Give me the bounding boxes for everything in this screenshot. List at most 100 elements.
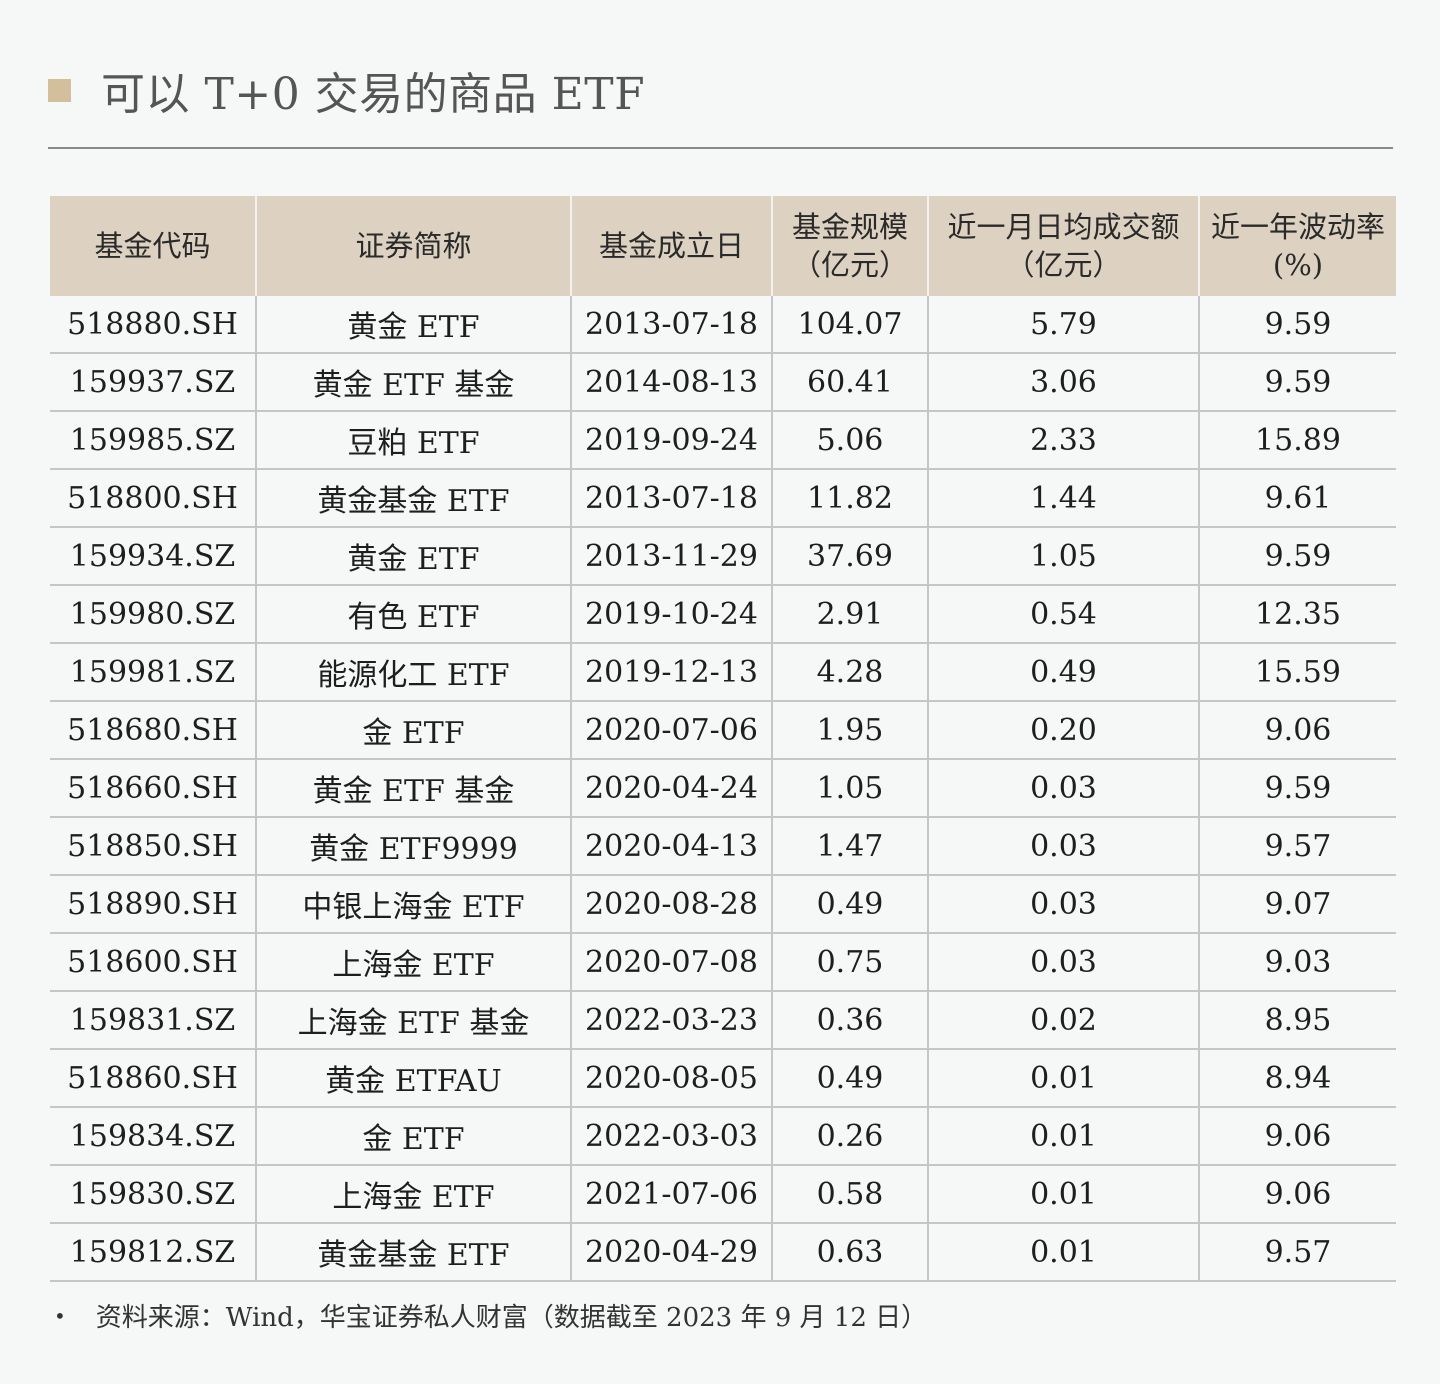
cell-avg-daily-turnover: 1.44 bbox=[927, 468, 1199, 527]
cell-fund-code: 518680.SH bbox=[50, 700, 256, 759]
cell-inception-date: 2013-07-18 bbox=[570, 296, 772, 353]
table-row: 518860.SH 黄金 ETFAU 2020-08-05 0.49 0.01 8.94 bbox=[50, 1048, 1396, 1107]
cell-annual-volatility: 8.95 bbox=[1198, 990, 1396, 1049]
column-header-unit: （亿元） bbox=[1005, 248, 1122, 282]
cell-inception-date: 2013-07-18 bbox=[570, 468, 772, 527]
table-row: 518800.SH 黄金基金 ETF 2013-07-18 11.82 1.44 9.61 bbox=[50, 468, 1396, 527]
cell-inception-date: 2020-04-24 bbox=[570, 758, 772, 817]
cell-avg-daily-turnover: 0.01 bbox=[927, 1048, 1199, 1107]
column-header-avg-daily-turnover: 近一月日均成交额 （亿元） bbox=[927, 196, 1199, 296]
cell-annual-volatility: 9.59 bbox=[1198, 526, 1396, 585]
table-header-row: 基金代码 证券简称 基金成立日 基金规模 （亿元） 近一月日均成交额 （亿元） 近一年波动率 (… bbox=[50, 196, 1396, 296]
cell-fund-size: 0.49 bbox=[771, 1048, 928, 1107]
bullet-icon: • bbox=[54, 1303, 66, 1328]
cell-annual-volatility: 9.06 bbox=[1198, 700, 1396, 759]
column-header-security-name: 证券简称 bbox=[255, 196, 571, 296]
cell-fund-code: 159937.SZ bbox=[50, 352, 256, 411]
cell-security-name: 能源化工 ETF bbox=[255, 642, 571, 701]
column-header-unit: （亿元） bbox=[791, 248, 908, 282]
cell-fund-size: 2.91 bbox=[771, 584, 928, 643]
cell-annual-volatility: 9.06 bbox=[1198, 1164, 1396, 1223]
cell-security-name: 黄金 ETF9999 bbox=[255, 816, 571, 875]
cell-security-name: 上海金 ETF bbox=[255, 1164, 571, 1223]
cell-inception-date: 2019-09-24 bbox=[570, 410, 772, 469]
cell-security-name: 黄金 ETF bbox=[255, 296, 571, 353]
cell-fund-code: 159981.SZ bbox=[50, 642, 256, 701]
table-body: 518880.SH 黄金 ETF 2013-07-18 104.07 5.79 9.59 1… bbox=[50, 296, 1396, 1282]
table-row: 518660.SH 黄金 ETF 基金 2020-04-24 1.05 0.03 9.59 bbox=[50, 758, 1396, 817]
cell-annual-volatility: 8.94 bbox=[1198, 1048, 1396, 1107]
cell-fund-size: 0.75 bbox=[771, 932, 928, 991]
cell-avg-daily-turnover: 0.03 bbox=[927, 816, 1199, 875]
source-footnote: • 资料来源：Wind，华宝证券私人财富（数据截至 2023 年 9 月 12 … bbox=[54, 1297, 927, 1334]
table-row: 159831.SZ 上海金 ETF 基金 2022-03-23 0.36 0.02 8.9… bbox=[50, 990, 1396, 1049]
table-row: 518850.SH 黄金 ETF9999 2020-04-13 1.47 0.03 9.5… bbox=[50, 816, 1396, 875]
cell-fund-code: 518880.SH bbox=[67, 306, 238, 342]
cell-fund-size: 1.95 bbox=[771, 700, 928, 759]
cell-avg-daily-turnover: 0.20 bbox=[927, 700, 1199, 759]
cell-inception-date: 2020-07-08 bbox=[570, 932, 772, 991]
column-header-label: 近一月日均成交额 bbox=[947, 210, 1180, 244]
cell-security-name: 黄金 ETF 基金 bbox=[255, 758, 571, 817]
column-header-label: 基金成立日 bbox=[598, 229, 744, 263]
title-square-icon bbox=[48, 78, 71, 102]
cell-avg-daily-turnover: 2.33 bbox=[927, 410, 1199, 469]
cell-inception-date: 2020-04-29 bbox=[570, 1222, 772, 1282]
cell-annual-volatility: 9.03 bbox=[1198, 932, 1396, 991]
cell-fund-size: 11.82 bbox=[771, 468, 928, 527]
cell-security-name: 中银上海金 ETF bbox=[255, 874, 571, 933]
cell-fund-size: 4.28 bbox=[771, 642, 928, 701]
table-row: 159830.SZ 上海金 ETF 2021-07-06 0.58 0.01 9.06 bbox=[50, 1164, 1396, 1223]
cell-avg-daily-turnover: 0.01 bbox=[927, 1164, 1199, 1223]
cell-fund-size: 37.69 bbox=[771, 526, 928, 585]
cell-avg-daily-turnover: 0.02 bbox=[927, 990, 1199, 1049]
cell-inception-date: 2019-10-24 bbox=[570, 584, 772, 643]
cell-inception-date: 2013-11-29 bbox=[570, 526, 772, 585]
cell-avg-daily-turnover: 0.03 bbox=[927, 758, 1199, 817]
column-header-fund-code: 基金代码 bbox=[50, 196, 256, 296]
etf-table: 基金代码 证券简称 基金成立日 基金规模 （亿元） 近一月日均成交额 （亿元） 近一年波动率 (… bbox=[50, 196, 1396, 1282]
cell-annual-volatility: 12.35 bbox=[1198, 584, 1396, 643]
table-row: 518680.SH 金 ETF 2020-07-06 1.95 0.20 9.06 bbox=[50, 700, 1396, 759]
title-bar: 可以 T+0 交易的商品 ETF bbox=[48, 58, 645, 122]
cell-fund-size: 60.41 bbox=[771, 352, 928, 411]
cell-fund-code: 159834.SZ bbox=[50, 1106, 256, 1165]
cell-avg-daily-turnover: 1.05 bbox=[927, 526, 1199, 585]
cell-security-name: 黄金基金 ETF bbox=[255, 1222, 571, 1282]
cell-fund-size: 0.49 bbox=[771, 874, 928, 933]
column-header-label: 基金代码 bbox=[94, 229, 211, 263]
table-row: 159985.SZ 豆粕 ETF 2019-09-24 5.06 2.33 15.89 bbox=[50, 410, 1396, 469]
cell-security-name: 上海金 ETF 基金 bbox=[255, 990, 571, 1049]
table-row: 159981.SZ 能源化工 ETF 2019-12-13 4.28 0.49 15.59 bbox=[50, 642, 1396, 701]
cell-fund-code: 159830.SZ bbox=[50, 1164, 256, 1223]
cell-fund-size: 0.26 bbox=[771, 1106, 928, 1165]
cell-fund-size: 1.05 bbox=[771, 758, 928, 817]
cell-fund-size: 5.06 bbox=[771, 410, 928, 469]
cell-inception-date: 2020-04-13 bbox=[570, 816, 772, 875]
title-divider bbox=[48, 147, 1393, 149]
cell-fund-code: 159812.SZ bbox=[50, 1222, 256, 1282]
cell-annual-volatility: 9.61 bbox=[1198, 468, 1396, 527]
cell-annual-volatility: 9.59 bbox=[1198, 758, 1396, 817]
column-header-label: 近一年波动率 bbox=[1210, 210, 1385, 244]
cell-fund-code: 518660.SH bbox=[50, 758, 256, 817]
cell-fund-size: 0.36 bbox=[771, 990, 928, 1049]
cell-fund-size: 0.63 bbox=[771, 1222, 928, 1282]
table-row: 518600.SH 上海金 ETF 2020-07-08 0.75 0.03 9.03 bbox=[50, 932, 1396, 991]
cell-inception-date: 2021-07-06 bbox=[570, 1164, 772, 1223]
cell-security-name: 黄金 ETF 基金 bbox=[255, 352, 571, 411]
cell-avg-daily-turnover: 0.49 bbox=[927, 642, 1199, 701]
cell-fund-code: 159934.SZ bbox=[50, 526, 256, 585]
cell-avg-daily-turnover: 0.54 bbox=[927, 584, 1199, 643]
table-row: 159937.SZ 黄金 ETF 基金 2014-08-13 60.41 3.06 9.5… bbox=[50, 352, 1396, 411]
cell-fund-code: 159980.SZ bbox=[50, 584, 256, 643]
cell-annual-volatility: 9.59 bbox=[1198, 352, 1396, 411]
column-header-fund-size: 基金规模 （亿元） bbox=[771, 196, 928, 296]
cell-annual-volatility: 9.07 bbox=[1198, 874, 1396, 933]
table-row: 159980.SZ 有色 ETF 2019-10-24 2.91 0.54 12.35 bbox=[50, 584, 1396, 643]
cell-fund-size: 104.07 bbox=[771, 296, 928, 353]
cell-annual-volatility: 9.57 bbox=[1198, 816, 1396, 875]
table-row: 518890.SH 中银上海金 ETF 2020-08-28 0.49 0.03 9.07 bbox=[50, 874, 1396, 933]
cell-annual-volatility: 15.59 bbox=[1198, 642, 1396, 701]
table-row: 518880.SH 黄金 ETF 2013-07-18 104.07 5.79 9.59 bbox=[50, 296, 1396, 353]
